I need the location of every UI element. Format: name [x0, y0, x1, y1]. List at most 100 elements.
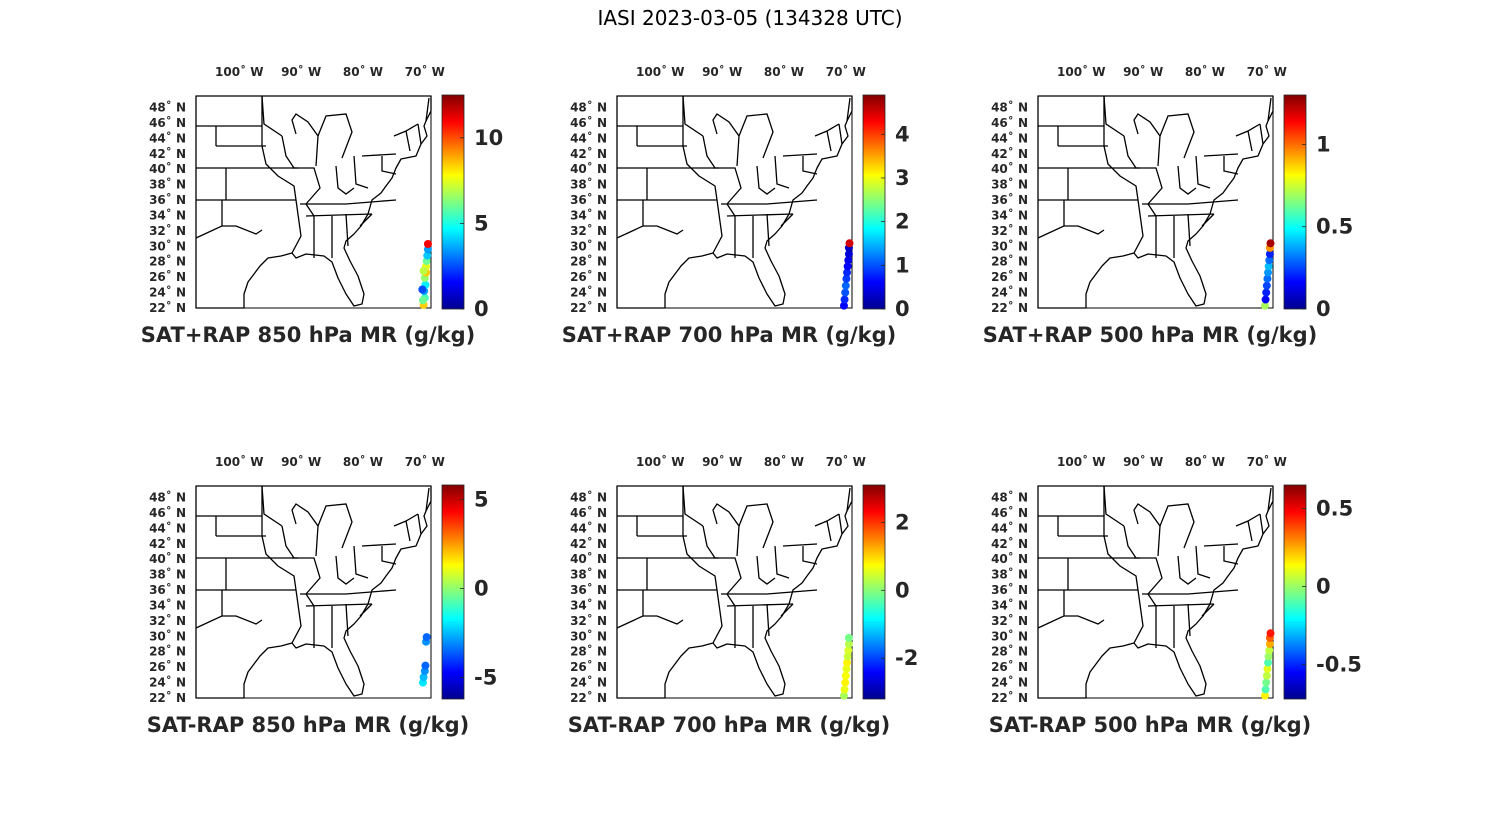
- state-boundary: [1133, 503, 1161, 557]
- state-boundary: [643, 225, 684, 235]
- coastline-boundary: [616, 95, 853, 309]
- lon-tick-label: 90˚ W: [281, 454, 321, 469]
- data-point: [843, 268, 852, 277]
- state-boundary: [802, 156, 818, 175]
- state-boundary: [1203, 153, 1239, 157]
- data-point: [843, 658, 852, 667]
- state-boundary: [756, 165, 776, 195]
- data-point: [840, 685, 849, 694]
- colorbar-tick-label: 1: [1316, 132, 1331, 156]
- map-frame: [616, 485, 853, 699]
- state-boundary: [1133, 113, 1161, 167]
- state-boundary: [780, 213, 794, 227]
- state-boundary: [1267, 487, 1272, 512]
- lon-tick-label: 80˚ W: [1185, 454, 1225, 469]
- state-boundary: [1247, 130, 1253, 152]
- lat-tick-label: 28˚ N: [991, 254, 1028, 269]
- data-point: [1265, 646, 1274, 655]
- map-area: [1037, 485, 1275, 700]
- state-boundary: [726, 603, 794, 607]
- lat-tick-label: 42˚ N: [149, 536, 186, 551]
- lat-tick-label: 42˚ N: [570, 536, 607, 551]
- state-boundary: [1103, 485, 1125, 527]
- lat-tick-label: 22˚ N: [149, 690, 186, 705]
- lat-tick-label: 30˚ N: [991, 238, 1028, 253]
- data-point: [1260, 301, 1269, 310]
- state-boundary: [361, 153, 397, 157]
- map-frame: [1037, 485, 1274, 699]
- lon-tick-label: 90˚ W: [1123, 64, 1163, 79]
- state-boundary: [1177, 165, 1197, 195]
- lon-tick-label: 70˚ W: [826, 64, 866, 79]
- state-boundary: [1223, 546, 1239, 565]
- state-boundary: [1203, 543, 1239, 547]
- state-boundary: [381, 546, 397, 565]
- state-boundary: [361, 543, 397, 547]
- coastline-boundary: [1037, 485, 1274, 699]
- lon-tick-label: 100˚ W: [636, 454, 684, 469]
- state-boundary: [300, 199, 397, 205]
- data-point: [844, 646, 853, 655]
- state-boundary: [682, 485, 704, 527]
- state-boundary: [1147, 213, 1215, 217]
- data-point: [418, 285, 427, 294]
- state-boundary: [1267, 97, 1272, 122]
- state-boundary: [782, 543, 818, 547]
- state-boundary: [846, 487, 851, 512]
- lat-tick-label: 36˚ N: [149, 582, 186, 597]
- colorbar-tick-label: 5: [474, 487, 489, 511]
- lat-tick-label: 48˚ N: [149, 100, 186, 115]
- lat-tick-label: 38˚ N: [149, 567, 186, 582]
- state-boundary: [1134, 557, 1163, 607]
- map-frame: [195, 95, 432, 309]
- lat-tick-label: 38˚ N: [570, 567, 607, 582]
- state-boundary: [1133, 589, 1144, 644]
- state-boundary: [1142, 199, 1239, 205]
- state-boundary: [261, 95, 283, 137]
- lat-tick-label: 34˚ N: [149, 597, 186, 612]
- state-boundary: [417, 123, 422, 145]
- state-boundary: [721, 199, 818, 205]
- lon-tick-label: 90˚ W: [702, 64, 742, 79]
- state-boundary: [774, 545, 790, 579]
- figure-title: IASI 2023-03-05 (134328 UTC): [597, 6, 903, 30]
- map-panel-3: 100˚ W 90˚ W 80˚ W 70˚ W 48˚ N46˚ N44˚ N42˚ …: [983, 64, 1353, 347]
- map-frame: [616, 95, 853, 309]
- state-boundary: [1195, 155, 1211, 189]
- lat-tick-label: 30˚ N: [991, 628, 1028, 643]
- lon-tick-label: 100˚ W: [215, 454, 263, 469]
- state-boundary: [780, 603, 794, 617]
- lat-tick-label: 40˚ N: [991, 161, 1028, 176]
- state-boundary: [405, 130, 411, 152]
- lat-tick-label: 30˚ N: [570, 238, 607, 253]
- data-point: [842, 274, 851, 283]
- lat-tick-label: 40˚ N: [991, 551, 1028, 566]
- lat-tick-label: 38˚ N: [991, 567, 1028, 582]
- map-panel-1: 100˚ W 90˚ W 80˚ W 70˚ W 48˚ N46˚ N44˚ N42˚ …: [141, 64, 503, 347]
- state-boundary: [317, 113, 353, 159]
- lat-tick-label: 44˚ N: [991, 520, 1028, 535]
- state-boundary: [1103, 486, 1139, 591]
- data-point: [840, 295, 849, 304]
- lat-tick-label: 32˚ N: [570, 223, 607, 238]
- map-area: [616, 485, 853, 700]
- lat-tick-label: 34˚ N: [570, 597, 607, 612]
- state-boundary: [222, 225, 263, 235]
- data-point: [841, 671, 850, 680]
- state-boundary: [1187, 213, 1191, 247]
- data-point: [419, 673, 428, 682]
- lat-tick-label: 44˚ N: [570, 520, 607, 535]
- lat-tick-label: 38˚ N: [570, 177, 607, 192]
- lat-tick-label: 32˚ N: [149, 223, 186, 238]
- colorbar-tick-label: 0: [895, 578, 910, 602]
- lon-tick-label: 90˚ W: [1123, 454, 1163, 469]
- lat-tick-label: 44˚ N: [149, 130, 186, 145]
- lat-tick-label: 44˚ N: [991, 130, 1028, 145]
- lon-tick-label: 70˚ W: [1247, 64, 1287, 79]
- lat-tick-label: 24˚ N: [991, 675, 1028, 690]
- lat-tick-label: 36˚ N: [991, 582, 1028, 597]
- data-point: [1260, 691, 1269, 700]
- state-boundary: [1123, 525, 1137, 559]
- lat-tick-label: 44˚ N: [570, 130, 607, 145]
